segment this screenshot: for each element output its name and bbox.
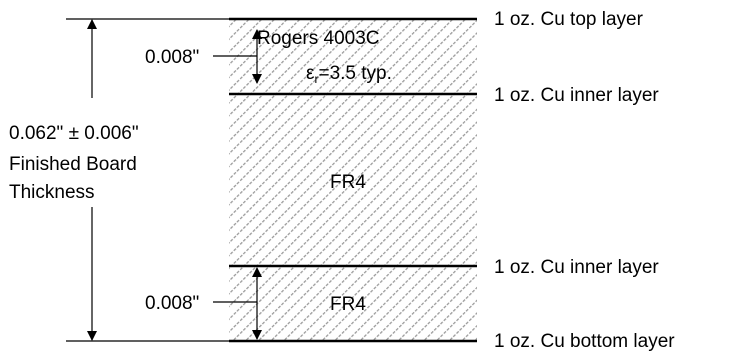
fr4-core-region (229, 94, 477, 266)
rogers-material-label: Rogers 4003C (257, 28, 380, 49)
copper-inner1-label: 1 oz. Cu inner layer (494, 85, 659, 106)
copper-inner2-label: 1 oz. Cu inner layer (494, 257, 659, 278)
epsilon-subscript: r (314, 72, 318, 86)
total-thickness-caption-1: Finished Board (9, 154, 137, 175)
fr4-bottom-region (229, 266, 477, 341)
fr4-bottom-label: FR4 (330, 294, 366, 315)
total-thickness-caption-2: Thickness (9, 182, 95, 203)
copper-top-label: 1 oz. Cu top layer (494, 9, 644, 30)
top-dielectric-thickness: 0.008" (145, 47, 199, 68)
copper-bottom-label: 1 oz. Cu bottom layer (494, 331, 675, 351)
rogers-dielectric-region (229, 19, 477, 94)
total-thickness-value: 0.062" ± 0.006" (9, 123, 139, 144)
permittivity-label: εr=3.5 typ. (306, 63, 392, 86)
permittivity-value: =3.5 typ. (318, 63, 391, 84)
bottom-dielectric-thickness: 0.008" (145, 293, 199, 314)
fr4-core-label: FR4 (330, 172, 366, 193)
epsilon-symbol: ε (306, 63, 315, 84)
